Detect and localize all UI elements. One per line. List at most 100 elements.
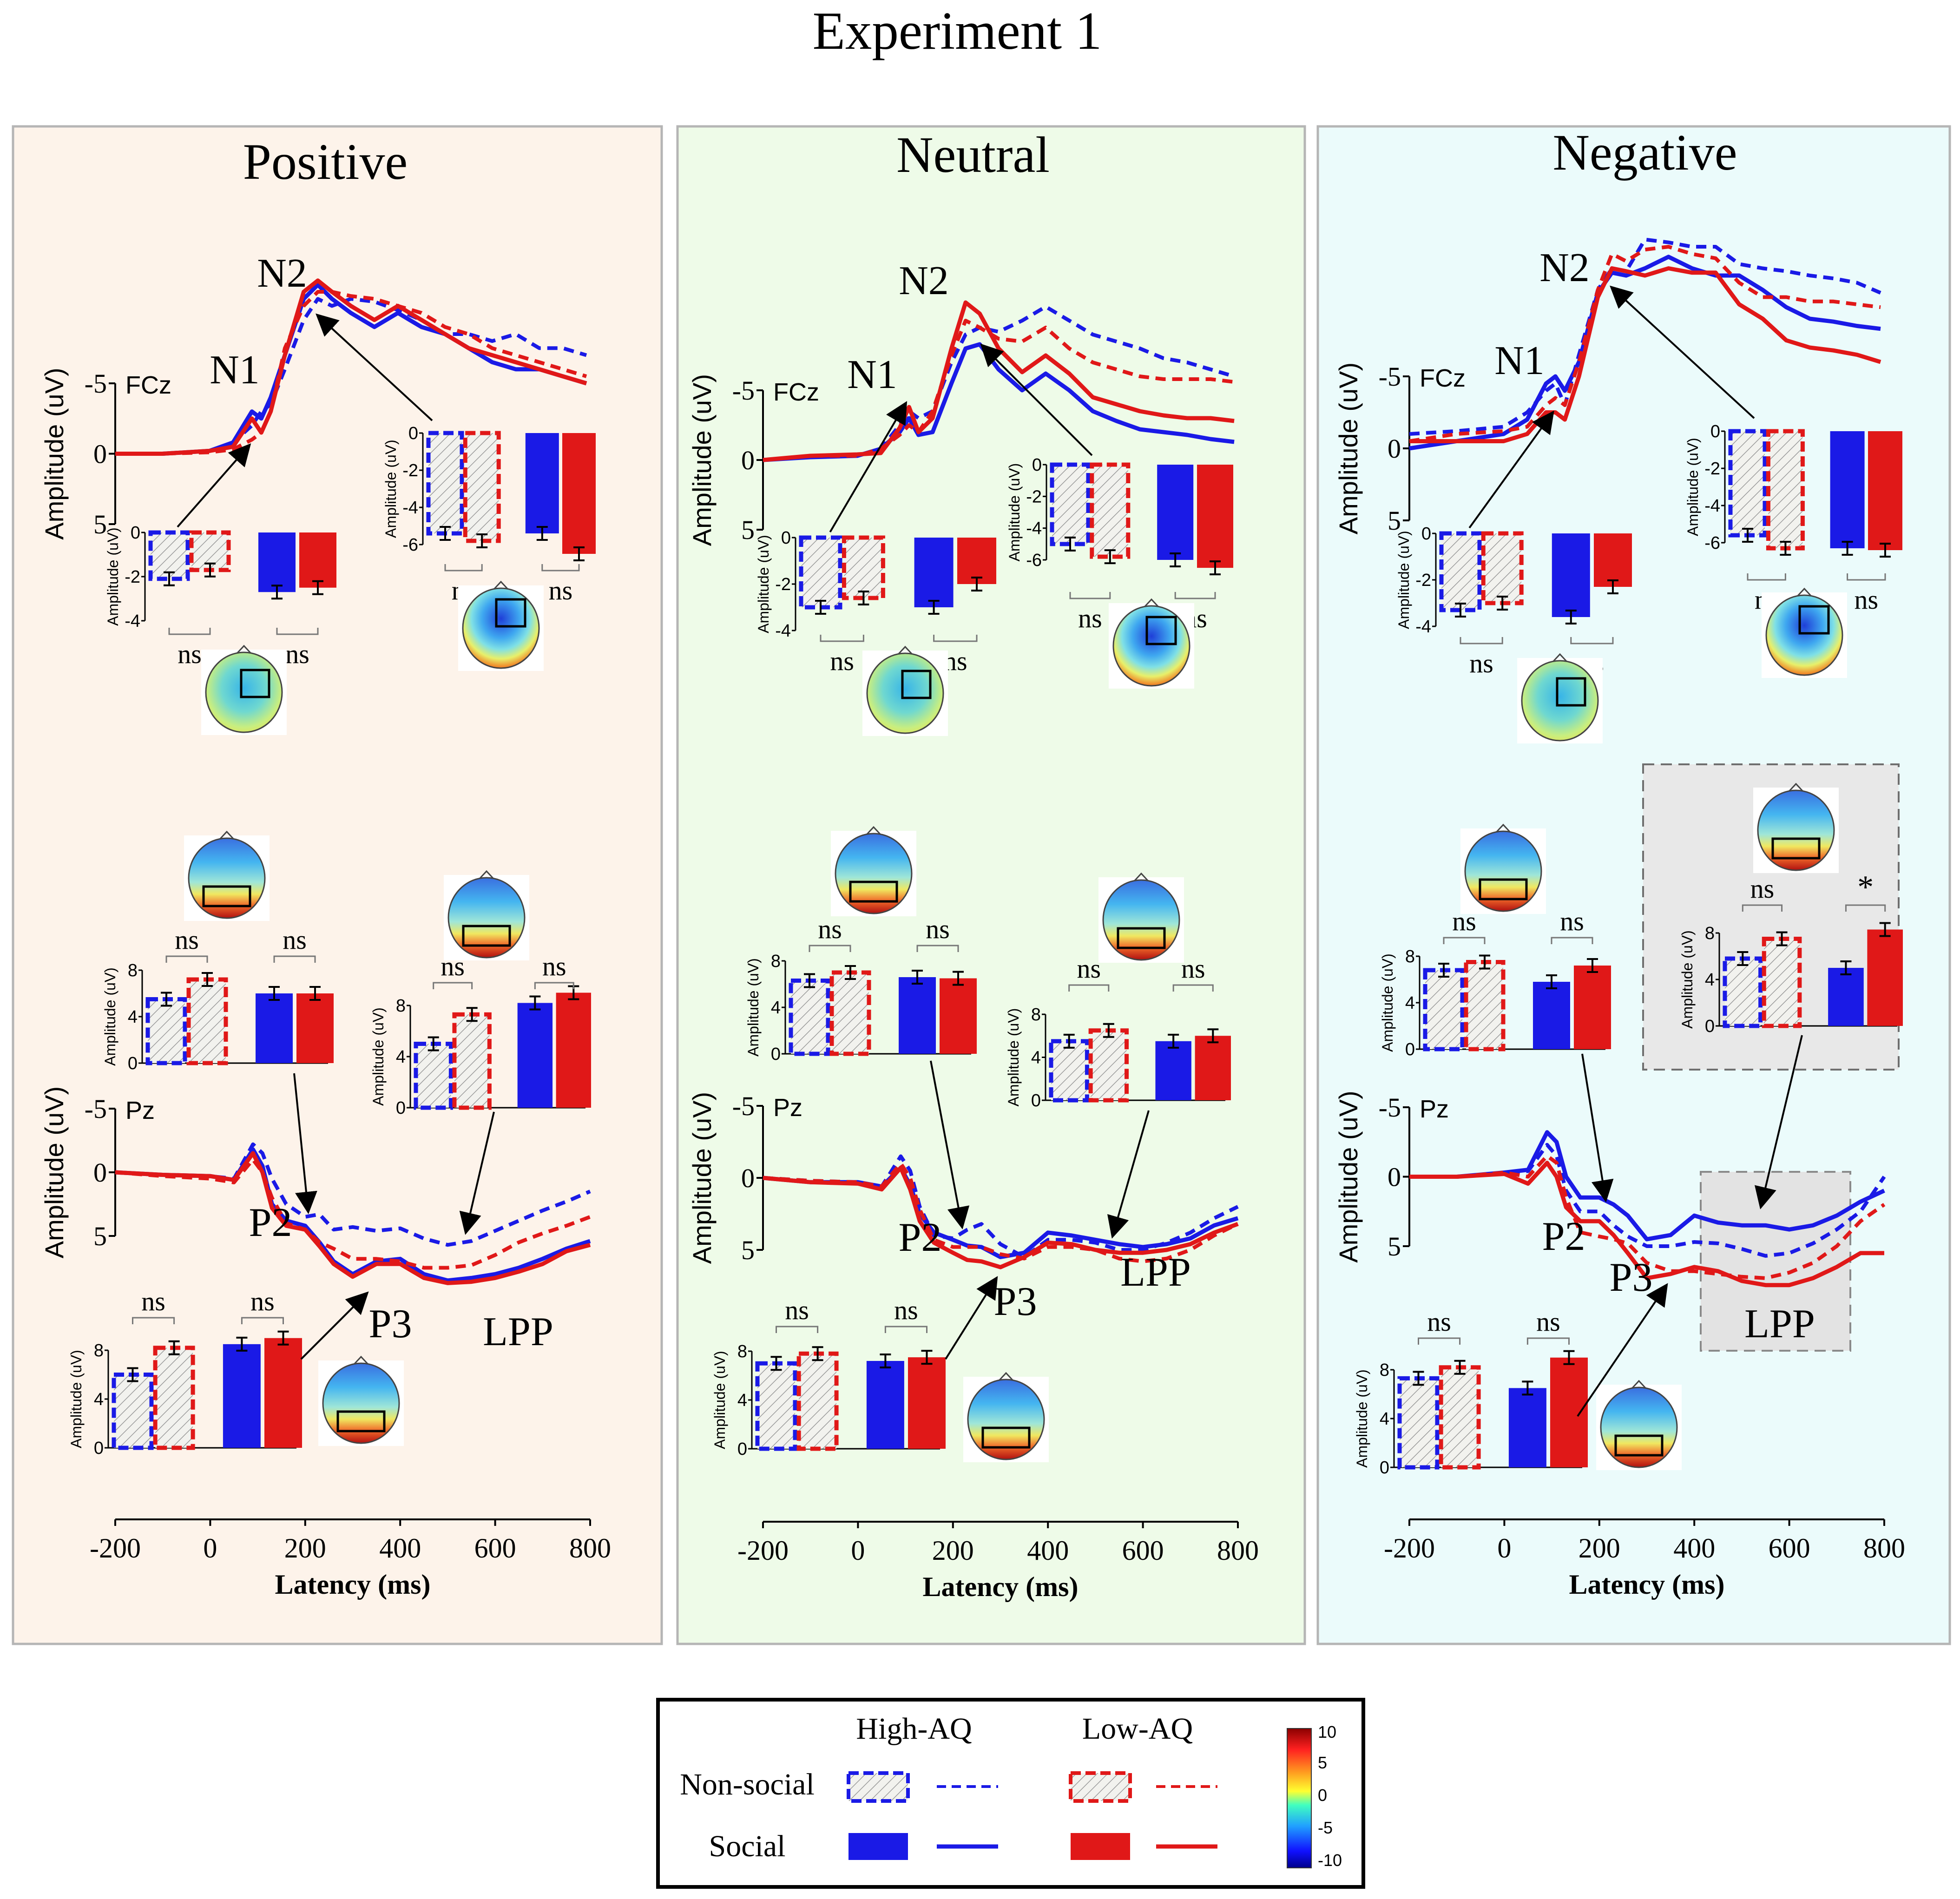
x-tick-label: 200 <box>932 1535 974 1566</box>
p3-bars-tick-label: 4 <box>94 1390 104 1409</box>
p2-bars-sig-bracket <box>165 955 208 963</box>
lpp-bars-topo-head-icon <box>1102 879 1180 961</box>
fcz-y-label: Amplitude (uV) <box>39 368 69 539</box>
lpp-bars-error-bar <box>1103 1023 1114 1038</box>
p2-bars-error-bar <box>202 972 213 987</box>
n1-bars-y-label: Amplitude (uV) <box>755 535 772 633</box>
n1-bars-bar-high-aq-non-social <box>1439 531 1482 612</box>
p2-bars-bar-high-aq-social <box>899 977 936 1054</box>
p3-bars-error-bar <box>127 1367 138 1382</box>
fcz-y-tick-label: 0 <box>741 445 755 475</box>
n2-bars-error-bar <box>1842 541 1853 556</box>
n1-bars-tick-label: -4 <box>1415 617 1431 637</box>
p3-bars-sig-label: ns <box>785 1295 809 1325</box>
fcz-y-tick-label: 5 <box>1388 506 1401 536</box>
p3-bars-sig-bracket <box>884 1326 927 1333</box>
n2-bars-bar-high-aq-social <box>1157 465 1194 560</box>
n1-bars-sig-bracket <box>1570 637 1614 644</box>
n1-bars-tick-label: -2 <box>775 575 791 594</box>
lpp-bars-sig-bracket <box>1172 984 1214 992</box>
n2-bars-tick-label: -2 <box>402 461 418 480</box>
x-tick-label: 600 <box>1122 1535 1164 1566</box>
lpp-bars-sig-bracket <box>1068 984 1110 992</box>
n1-bars-bar-low-aq-social <box>299 532 336 588</box>
lpp-bars-tick-label: 0 <box>1705 1017 1715 1036</box>
fcz-channel-label: FCz <box>773 378 819 406</box>
n1-bars-sig-bracket <box>933 635 978 642</box>
n1-bars-error-bar <box>204 562 216 578</box>
n1-bars-error-bar <box>928 600 940 615</box>
n1-bars-error-bar <box>1455 603 1466 618</box>
n2-bars-topo-roi <box>495 598 526 628</box>
p2-bars-topo-nose-icon <box>866 826 881 835</box>
n1-bars-bar-low-aq-social <box>957 538 996 584</box>
lpp-bars-bar-high-aq-non-social <box>414 1042 453 1110</box>
n1-bars-error-bar <box>1607 579 1618 594</box>
fcz-y-tick-label: 5 <box>741 515 755 545</box>
p3-bars-bar-low-aq-non-social <box>153 1346 195 1450</box>
lpp-bars-y-label: Amplitude (uV) <box>370 1007 387 1106</box>
lpp-bars-tick-label: 8 <box>1705 924 1715 943</box>
n1-bars-topo-head-icon <box>205 651 283 733</box>
lpp-bars-y-label: Amplitude (uV) <box>1005 1008 1022 1107</box>
n1-bars-topo-head-icon <box>866 652 944 734</box>
lpp-bars-sig-label: ns <box>1181 953 1205 984</box>
lpp-bars-error-bar <box>1063 1033 1075 1049</box>
n2-bars-error-bar <box>440 526 451 541</box>
lpp-bars-tick-label: 8 <box>1031 1005 1041 1025</box>
lpp-bars-tick-label: 8 <box>396 996 406 1016</box>
pz-y-label: Amplitude (uV) <box>39 1086 69 1258</box>
n1-bars-y-label: Amplitude (uV) <box>1395 531 1412 629</box>
n2-bars-error-bar <box>536 526 548 541</box>
n2-bars-topo-head-icon <box>1765 594 1843 676</box>
lpp-bars-pointer-arrow <box>1754 1035 1803 1209</box>
p2-bars-tick-label: 4 <box>771 998 781 1018</box>
n1-bars-bar-high-aq-social <box>1552 533 1590 617</box>
p2-bars-error-bar <box>804 973 815 988</box>
x-tick-label: 200 <box>1579 1533 1620 1564</box>
legend-nonsocial-label: Non-social <box>680 1768 815 1801</box>
p3-bars-tick-label: 4 <box>737 1391 747 1410</box>
n1-bars-error-bar <box>1565 610 1577 624</box>
fcz-y-tick-label: 0 <box>93 439 107 469</box>
n2-bars-sig-bracket <box>541 564 580 572</box>
p2-bars-sig-label: ns <box>1560 906 1584 936</box>
lpp-bars-tick-label: 0 <box>1031 1091 1041 1110</box>
fcz-series-low-aq-non-social <box>115 290 587 456</box>
n2-bars-sig-bracket <box>1847 573 1886 581</box>
p2-bars-bar-low-aq-non-social <box>186 977 228 1065</box>
n2-bars-tick-label: -6 <box>1704 533 1720 553</box>
n2-bars-tick-label: -2 <box>1026 487 1042 506</box>
lpp-bars-bar-low-aq-non-social <box>452 1012 492 1110</box>
pz-y-tick-label: 5 <box>741 1235 755 1265</box>
legend-high-social-bar <box>848 1833 908 1860</box>
x-tick-label: 800 <box>569 1533 611 1564</box>
n2-bars-topo-head-icon <box>462 587 540 669</box>
lpp-bars-error-bar <box>529 995 541 1011</box>
n2-bars-error-bar <box>1104 549 1116 565</box>
pz-channel-label: Pz <box>1420 1095 1449 1123</box>
n2-bars-bar-high-aq-non-social <box>1728 429 1767 538</box>
lpp-bars-topo-nose-icon <box>1789 782 1803 792</box>
lpp-bars-bar-high-aq-non-social <box>1049 1039 1089 1103</box>
lpp-bars-bar-high-aq-non-social <box>1723 956 1763 1028</box>
p3-bars-bar-high-aq-non-social <box>112 1373 154 1450</box>
p2-bars-pointer-arrow <box>293 1073 317 1214</box>
pz-y-label: Amplitude (uV) <box>1334 1091 1363 1262</box>
pz-channel-label: Pz <box>125 1097 155 1124</box>
p3-bars-bar-low-aq-social <box>1550 1357 1588 1467</box>
p2-bars-sig-bracket <box>273 955 316 963</box>
p3-bars-sig-bracket <box>776 1326 819 1333</box>
x-tick-label: 800 <box>1217 1535 1259 1566</box>
n1-bars-error-bar <box>815 600 826 615</box>
n1-bars-topo-nose-icon <box>1552 653 1567 662</box>
peak-label-lpp: LPP <box>1120 1250 1191 1295</box>
panel-title: Negative <box>1552 124 1737 181</box>
lpp-bars-bar-low-aq-non-social <box>1088 1028 1129 1103</box>
n1-bars-pointer-arrow <box>1468 410 1554 529</box>
pz-series-high-aq-non-social <box>115 1142 591 1247</box>
n2-bars-topo-nose-icon <box>1144 598 1159 607</box>
n2-bars-sig-bracket <box>444 564 483 572</box>
p2-bars-sig-label: ns <box>175 925 199 955</box>
p3-bars-bar-low-aq-social <box>908 1357 946 1449</box>
